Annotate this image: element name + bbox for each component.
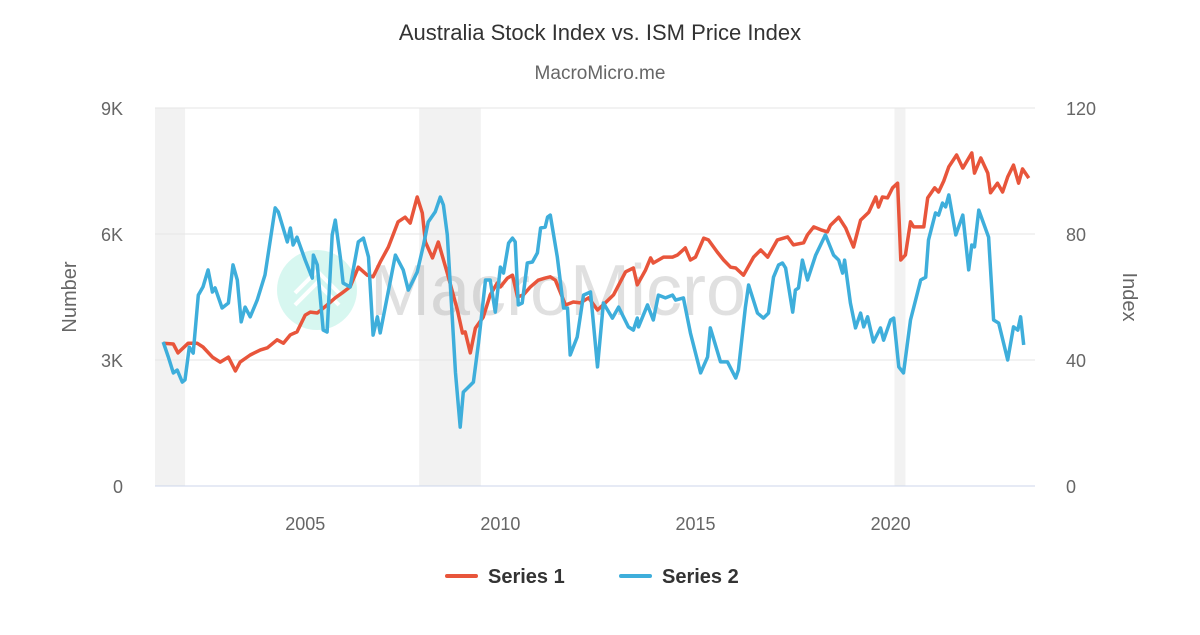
y-left-tick-label: 9K (101, 99, 123, 119)
y-left-tick-label: 0 (113, 477, 123, 497)
chart-subtitle: MacroMicro.me (535, 63, 666, 84)
watermark-logo-icon (277, 250, 357, 330)
series-2-line[interactable] (161, 193, 1026, 429)
legend-item-series-2[interactable]: Series 2 (619, 566, 739, 588)
y-left-tick-labels: 0 3K 6K 9K (101, 99, 123, 497)
legend-item-series-1[interactable]: Series 1 (445, 566, 565, 588)
chart-title: Australia Stock Index vs. ISM Price Inde… (399, 20, 801, 45)
x-tick-label: 2010 (480, 514, 520, 534)
recession-band (894, 108, 906, 486)
x-tick-label: 2020 (871, 514, 911, 534)
x-tick-labels: 2005 2010 2015 2020 (285, 514, 910, 534)
legend: Series 1 Series 2 (445, 566, 739, 588)
legend-label-series-1[interactable]: Series 1 (488, 566, 565, 588)
y-left-tick-label: 6K (101, 225, 123, 245)
y-left-tick-label: 3K (101, 351, 123, 371)
y-right-tick-label: 40 (1066, 351, 1086, 371)
y-right-tick-label: 80 (1066, 225, 1086, 245)
series-1-line[interactable] (163, 151, 1031, 373)
y-right-tick-label: 120 (1066, 99, 1096, 119)
y-right-tick-labels: 0 40 80 120 (1066, 99, 1096, 497)
x-tick-label: 2005 (285, 514, 325, 534)
series-lines (161, 151, 1031, 429)
recession-band (155, 108, 186, 486)
x-tick-label: 2015 (675, 514, 715, 534)
legend-label-series-2[interactable]: Series 2 (662, 566, 739, 588)
gridlines (155, 107, 1035, 487)
y-right-tick-label: 0 (1066, 477, 1076, 497)
y-left-axis-title: Number (59, 261, 81, 332)
y-right-axis-title: Index (1118, 273, 1140, 322)
